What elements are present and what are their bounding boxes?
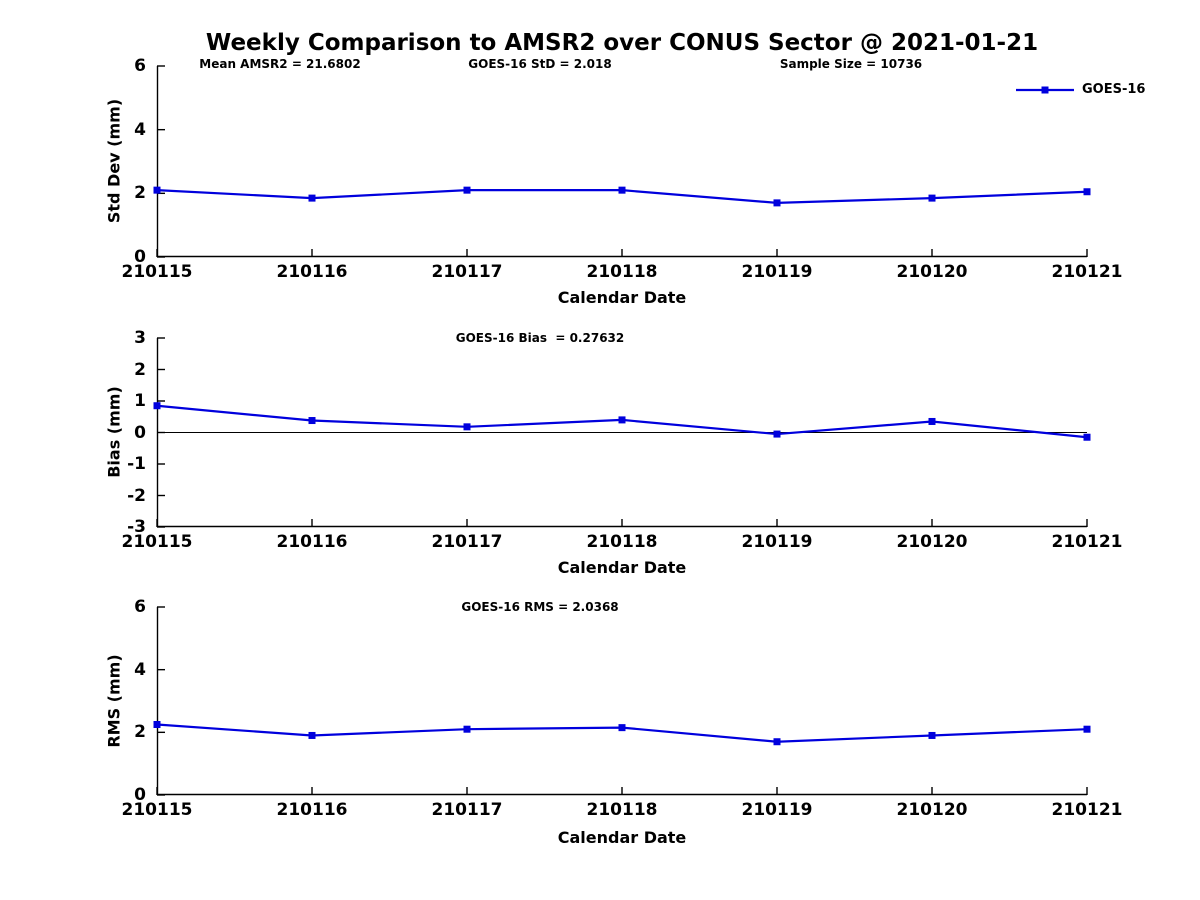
y-tick-label: 0 <box>134 785 146 805</box>
bias-plot-area <box>153 337 1091 528</box>
chart-stddev: Std Dev (mm) Mean AMSR2 = 21.6802 GOES-1… <box>0 56 1200 307</box>
stddev-plot-area <box>153 65 1091 258</box>
y-tick-label: 0 <box>134 422 146 443</box>
x-tick-label: 210118 <box>586 532 658 552</box>
x-tick-label: 210121 <box>1051 262 1123 282</box>
x-tick-label: 210115 <box>121 800 193 820</box>
y-tick-label: 3 <box>134 328 146 348</box>
y-tick-label: 4 <box>134 119 146 140</box>
y-tick-label: 0 <box>134 247 146 267</box>
x-tick-label: 210121 <box>1051 800 1123 820</box>
y-tick-label: -1 <box>127 454 146 474</box>
chart-rms: RMS (mm) GOES-16 RMS = 2.0368 Calendar D… <box>0 597 1200 847</box>
annotation-mean-amsr2: Mean AMSR2 = 21.6802 <box>199 57 361 71</box>
x-tick-label: 210115 <box>121 262 193 282</box>
annotation-goes16-rms: GOES-16 RMS = 2.0368 <box>461 600 619 614</box>
stddev-y-axis-label: Std Dev (mm) <box>104 98 124 224</box>
rms-x-axis-label: Calendar Date <box>557 828 687 847</box>
x-tick-label: 210117 <box>431 262 503 282</box>
y-tick-label: 2 <box>134 722 146 743</box>
y-tick-label: -2 <box>127 485 146 506</box>
annotation-goes16-bias: GOES-16 Bias = 0.27632 <box>455 331 625 345</box>
stddev-x-axis-label: Calendar Date <box>557 288 687 307</box>
x-tick-label: 210116 <box>276 532 348 552</box>
x-tick-label: 210120 <box>896 532 968 552</box>
y-tick-label: 6 <box>134 56 146 76</box>
y-tick-label: -3 <box>127 517 146 537</box>
bias-x-axis-label: Calendar Date <box>557 558 687 577</box>
y-tick-label: 1 <box>134 391 146 411</box>
x-tick-label: 210119 <box>741 800 813 820</box>
annotation-sample-size: Sample Size = 10736 <box>779 57 923 71</box>
legend-label: GOES-16 <box>1082 82 1146 97</box>
rms-plot-area <box>153 606 1091 796</box>
x-tick-label: 210116 <box>276 800 348 820</box>
y-tick-label: 2 <box>134 183 146 204</box>
x-tick-label: 210117 <box>431 800 503 820</box>
legend-line-marker-icon <box>1016 86 1074 93</box>
x-tick-label: 210115 <box>121 532 193 552</box>
y-tick-label: 4 <box>134 659 146 680</box>
annotation-goes16-std: GOES-16 StD = 2.018 <box>468 57 612 71</box>
x-tick-label: 210121 <box>1051 532 1123 552</box>
x-tick-label: 210117 <box>431 532 503 552</box>
x-tick-label: 210118 <box>586 262 658 282</box>
x-tick-label: 210119 <box>741 532 813 552</box>
legend: GOES-16 <box>1016 82 1145 97</box>
x-tick-label: 210119 <box>741 262 813 282</box>
x-tick-label: 210120 <box>896 262 968 282</box>
figure-title: Weekly Comparison to AMSR2 over CONUS Se… <box>205 30 1039 56</box>
y-tick-label: 2 <box>134 359 146 380</box>
x-tick-label: 210118 <box>586 800 658 820</box>
y-tick-label: 6 <box>134 597 146 617</box>
chart-bias: Bias (mm) GOES-16 Bias = 0.27632 Calenda… <box>0 328 1200 577</box>
x-tick-label: 210120 <box>896 800 968 820</box>
x-tick-label: 210116 <box>276 262 348 282</box>
